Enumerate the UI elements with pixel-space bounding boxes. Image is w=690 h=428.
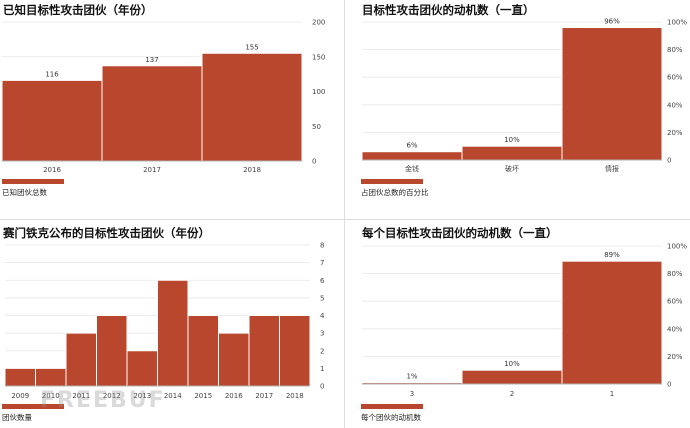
data-label: 116	[45, 70, 59, 78]
chart-panel-known-groups: 已知目标性攻击团伙（年份） 0 50 100 150 200 2016 116 2017 137…	[0, 0, 344, 219]
y-tick-label: 5	[320, 294, 324, 302]
data-label: 1%	[406, 373, 417, 381]
legend: 已知团伙总数	[2, 179, 64, 198]
x-tick-label: 2018	[286, 392, 304, 400]
x-tick-label: 情报	[605, 164, 619, 173]
legend-swatch	[2, 179, 64, 184]
bar	[361, 151, 463, 161]
y-tick-label: 60%	[667, 74, 683, 82]
data-label: 137	[145, 56, 158, 64]
legend-label: 每个团伙的动机数	[361, 413, 421, 422]
chart-title: 每个目标性攻击团伙的动机数（一直）	[362, 226, 558, 240]
chart-title: 已知目标性攻击团伙（年份）	[3, 3, 153, 17]
y-tick-label: 2	[320, 347, 324, 355]
y-tick-label: 100	[312, 88, 325, 96]
bar	[187, 315, 219, 387]
legend-swatch	[361, 404, 423, 409]
y-tick-label: 0	[667, 157, 671, 165]
legend-label: 已知团伙总数	[2, 188, 47, 197]
bar-chart-motivations: 0 20% 40% 60% 80% 100% 金钱 6% 破坏 10% 情报 96%	[361, 18, 687, 173]
bar	[65, 332, 97, 387]
bar	[1, 79, 103, 162]
y-tick-label: 40%	[667, 101, 683, 109]
legend: 占团伙总数的百分比	[361, 179, 429, 198]
y-tick-label: 80%	[667, 46, 683, 54]
y-tick-label: 20%	[667, 129, 683, 137]
x-tick-label: 2010	[42, 392, 60, 400]
bar	[461, 145, 563, 161]
legend-label: 占团伙总数的百分比	[361, 188, 429, 197]
x-tick-label: 2013	[133, 392, 151, 400]
data-label: 96%	[604, 18, 620, 26]
x-tick-label: 2016	[43, 166, 61, 174]
x-tick-label: 2015	[194, 392, 212, 400]
chart-panel-published-groups: 赛门铁克公布的目标性攻击团伙（年份） 0 1 2 3 4 5 6 7 8 2009 2010 2011…	[0, 220, 344, 428]
y-tick-label: 150	[312, 53, 325, 61]
x-tick-label: 3	[410, 390, 414, 398]
y-tick-label: 200	[312, 19, 325, 27]
x-tick-label: 2	[510, 390, 514, 398]
bar	[248, 315, 280, 387]
data-label: 10%	[504, 136, 520, 144]
x-tick-label: 2018	[243, 166, 261, 174]
x-tick-label: 2017	[143, 166, 161, 174]
legend-label: 团伙数量	[2, 413, 32, 422]
x-tick-label: 破坏	[505, 164, 519, 173]
y-tick-label: 60%	[667, 298, 683, 306]
y-tick-label: 3	[320, 330, 324, 338]
panel-divider-horizontal	[0, 219, 690, 220]
x-tick-label: 2011	[72, 392, 90, 400]
x-tick-label: 2009	[11, 392, 29, 400]
bar	[4, 367, 36, 387]
y-tick-label: 40%	[667, 325, 683, 333]
data-label: 155	[245, 43, 258, 51]
y-tick-label: 8	[320, 242, 324, 250]
y-tick-label: 0	[312, 158, 316, 166]
bar	[101, 65, 203, 162]
legend-swatch	[2, 404, 64, 409]
bar	[157, 279, 189, 387]
y-tick-label: 20%	[667, 353, 683, 361]
legend: 团伙数量	[2, 404, 64, 423]
legend-swatch	[361, 179, 423, 184]
bar	[126, 350, 158, 387]
x-tick-label: 2016	[225, 392, 243, 400]
y-tick-label: 80%	[667, 270, 683, 278]
y-tick-label: 4	[320, 312, 325, 320]
x-tick-label: 1	[610, 390, 614, 398]
panel-divider-vertical	[344, 0, 345, 428]
x-tick-label: 2012	[103, 392, 121, 400]
chart-title: 目标性攻击团伙的动机数（一直）	[362, 3, 535, 17]
y-tick-label: 1	[320, 365, 324, 373]
y-tick-label: 50	[312, 123, 321, 131]
y-tick-label: 0	[320, 383, 324, 391]
y-tick-label: 100%	[667, 19, 687, 27]
bar	[561, 260, 663, 385]
data-label: 10%	[504, 360, 520, 368]
bar	[461, 369, 563, 385]
bar	[201, 52, 303, 162]
legend: 每个团伙的动机数	[361, 404, 423, 423]
bar-chart-motivation-count: 0 20% 40% 60% 80% 100% 3 1% 2 10% 1 89%	[361, 243, 687, 398]
data-label: 6%	[406, 142, 417, 150]
bar-chart-known-groups: 0 50 100 150 200 2016 116 2017 137 2018 155	[1, 19, 325, 174]
bar	[96, 315, 128, 387]
x-tick-label: 金钱	[405, 164, 419, 173]
y-tick-label: 100%	[667, 243, 687, 251]
chart-title: 赛门铁克公布的目标性攻击团伙（年份）	[3, 226, 210, 240]
x-tick-label: 2014	[164, 392, 182, 400]
y-tick-label: 6	[320, 277, 325, 285]
data-label: 89%	[604, 251, 620, 259]
chart-panel-motivation-count: 每个目标性攻击团伙的动机数（一直） 0 20% 40% 60% 80% 100% 3 1% 2 1…	[345, 220, 690, 428]
bar	[279, 315, 311, 387]
y-tick-label: 0	[667, 381, 671, 389]
bar-chart-published-groups: 0 1 2 3 4 5 6 7 8 2009 2010 2011 2012 2013 2014 2015 201…	[4, 242, 325, 400]
bar	[35, 367, 67, 387]
bar	[218, 332, 250, 387]
chart-panel-motivations: 目标性攻击团伙的动机数（一直） 0 20% 40% 60% 80% 100% 金钱 6% 破坏 1…	[345, 0, 690, 219]
x-tick-label: 2017	[255, 392, 273, 400]
watermark: FREEBUF	[40, 388, 166, 413]
y-tick-label: 7	[320, 259, 324, 267]
bar	[561, 27, 663, 161]
